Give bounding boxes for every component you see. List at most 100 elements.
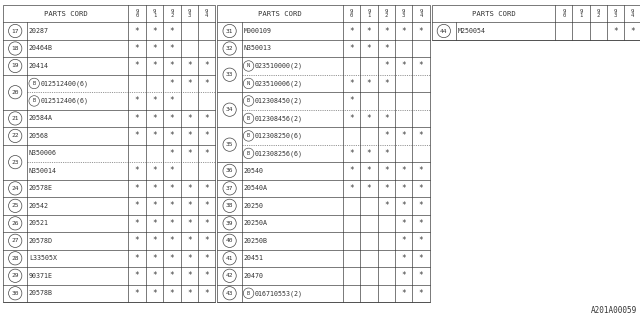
Text: *: * [401, 289, 406, 298]
Text: *: * [367, 149, 371, 158]
Text: 012308256(6): 012308256(6) [255, 150, 303, 157]
Text: *: * [204, 132, 209, 140]
Text: *: * [349, 96, 354, 106]
Bar [432, 5, 640, 40]
Text: *: * [134, 44, 140, 53]
Text: 23: 23 [12, 160, 19, 164]
Text: B: B [247, 133, 250, 139]
Text: *: * [349, 79, 354, 88]
Text: *: * [419, 254, 424, 263]
Text: 9
1: 9 1 [153, 9, 156, 18]
Text: 20578E: 20578E [29, 185, 53, 191]
Text: *: * [204, 271, 209, 280]
Text: *: * [613, 27, 618, 36]
Text: *: * [367, 114, 371, 123]
Text: 32: 32 [226, 46, 234, 51]
Text: 20: 20 [12, 90, 19, 95]
Text: *: * [152, 114, 157, 123]
Text: *: * [152, 61, 157, 70]
Text: *: * [401, 254, 406, 263]
Text: *: * [152, 289, 157, 298]
Text: 20250A: 20250A [243, 220, 268, 226]
Text: *: * [187, 201, 191, 210]
Text: 28: 28 [12, 256, 19, 261]
Text: 9
2: 9 2 [596, 9, 600, 18]
Text: 42: 42 [226, 273, 234, 278]
Text: *: * [630, 27, 635, 36]
Text: 33: 33 [226, 72, 234, 77]
Text: *: * [134, 27, 140, 36]
Text: *: * [170, 96, 174, 106]
Text: *: * [187, 271, 191, 280]
Text: 36: 36 [226, 168, 234, 173]
Text: *: * [152, 184, 157, 193]
Text: *: * [204, 114, 209, 123]
Text: *: * [204, 79, 209, 88]
Text: 40: 40 [226, 238, 234, 243]
Text: B: B [247, 116, 250, 121]
Text: 012512400(6): 012512400(6) [40, 80, 88, 87]
Text: 31: 31 [226, 28, 234, 34]
Text: *: * [349, 149, 354, 158]
Text: PARTS CORD: PARTS CORD [44, 11, 88, 17]
Text: *: * [170, 271, 174, 280]
Text: 012308456(2): 012308456(2) [255, 115, 303, 122]
Text: *: * [134, 219, 140, 228]
Text: *: * [134, 201, 140, 210]
Text: 20250: 20250 [243, 203, 263, 209]
Text: *: * [384, 61, 388, 70]
Text: *: * [134, 114, 140, 123]
Text: *: * [152, 236, 157, 245]
Text: *: * [367, 27, 371, 36]
Text: 24: 24 [12, 186, 19, 191]
Text: *: * [152, 132, 157, 140]
Text: 9
3: 9 3 [402, 9, 405, 18]
Text: M250054: M250054 [458, 28, 485, 34]
Text: 012308250(6): 012308250(6) [255, 133, 303, 139]
Text: 20451: 20451 [243, 255, 263, 261]
Text: *: * [419, 166, 424, 175]
Text: M000109: M000109 [243, 28, 271, 34]
Text: 35: 35 [226, 142, 234, 147]
Text: *: * [384, 184, 388, 193]
Text: *: * [401, 166, 406, 175]
Text: *: * [134, 132, 140, 140]
Bar [3, 5, 216, 302]
Text: *: * [170, 289, 174, 298]
Text: N350006: N350006 [29, 150, 57, 156]
Text: *: * [187, 184, 191, 193]
Text: *: * [401, 61, 406, 70]
Text: PARTS CORD: PARTS CORD [258, 11, 302, 17]
Text: N350013: N350013 [243, 45, 271, 52]
Text: PARTS CORD: PARTS CORD [472, 11, 515, 17]
Text: *: * [187, 114, 191, 123]
Text: *: * [152, 201, 157, 210]
Text: *: * [349, 114, 354, 123]
Text: *: * [401, 184, 406, 193]
Text: 43: 43 [226, 291, 234, 296]
Text: *: * [419, 132, 424, 140]
Text: *: * [187, 219, 191, 228]
Text: 20568: 20568 [29, 133, 49, 139]
Text: 016710553(2): 016710553(2) [255, 290, 303, 297]
Text: *: * [367, 166, 371, 175]
Text: *: * [187, 61, 191, 70]
Text: *: * [419, 184, 424, 193]
Text: *: * [170, 132, 174, 140]
Text: *: * [152, 96, 157, 106]
Text: *: * [187, 132, 191, 140]
Text: *: * [384, 149, 388, 158]
Text: 20464B: 20464B [29, 45, 53, 52]
Text: *: * [419, 27, 424, 36]
Text: *: * [134, 254, 140, 263]
Text: 9
2: 9 2 [170, 9, 173, 18]
Text: 29: 29 [12, 273, 19, 278]
Bar [218, 5, 430, 302]
Text: *: * [401, 27, 406, 36]
Text: 20542: 20542 [29, 203, 49, 209]
Text: *: * [170, 61, 174, 70]
Text: 023510006(2): 023510006(2) [255, 80, 303, 87]
Text: *: * [204, 219, 209, 228]
Text: 20578D: 20578D [29, 238, 53, 244]
Text: *: * [367, 44, 371, 53]
